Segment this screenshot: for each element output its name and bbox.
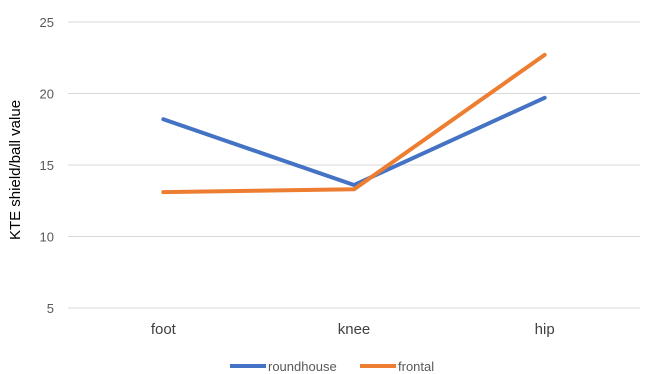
x-axis-categories: foot knee hip [151,321,555,338]
y-axis-title: KTE shield/ball value [7,100,24,240]
x-category-label: hip [535,321,555,338]
legend-label-frontal: frontal [398,359,434,374]
legend: roundhouse frontal [230,359,434,374]
x-category-label: foot [151,321,177,338]
y-axis-ticks: 5 10 15 20 25 [40,15,54,316]
y-tick-label: 15 [40,158,54,173]
series-line-roundhouse [161,95,547,188]
legend-label-roundhouse: roundhouse [268,359,337,374]
series-lines [161,52,547,195]
gridlines [68,21,640,309]
y-tick-label: 25 [40,15,54,30]
y-tick-label: 5 [47,301,54,316]
x-category-label: knee [338,321,371,338]
y-tick-label: 20 [40,87,54,102]
series-line-frontal [161,52,547,195]
y-tick-label: 10 [40,230,54,245]
